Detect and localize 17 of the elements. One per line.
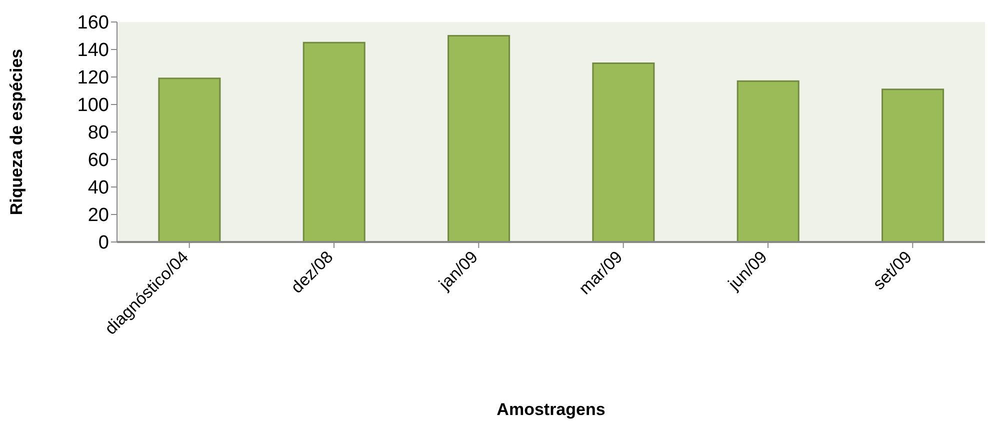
bar (448, 35, 510, 242)
bar (882, 88, 944, 242)
y-tick-label: 20 (88, 205, 109, 226)
y-tick-label: 120 (77, 68, 109, 89)
bar (592, 62, 655, 242)
y-tick-label: 0 (98, 232, 109, 254)
y-tick-label: 100 (77, 95, 109, 116)
y-axis-title: Riqueza de espécies (7, 48, 26, 216)
bar (736, 80, 800, 242)
bar (158, 78, 221, 242)
y-tick-label: 60 (88, 150, 109, 172)
x-axis-title: Amostragens (496, 400, 606, 419)
bar (302, 42, 366, 242)
y-tick-label: 160 (77, 12, 109, 34)
y-tick-label: 40 (88, 178, 109, 199)
y-tick-label: 140 (77, 40, 109, 62)
y-tick-label: 80 (88, 122, 109, 144)
